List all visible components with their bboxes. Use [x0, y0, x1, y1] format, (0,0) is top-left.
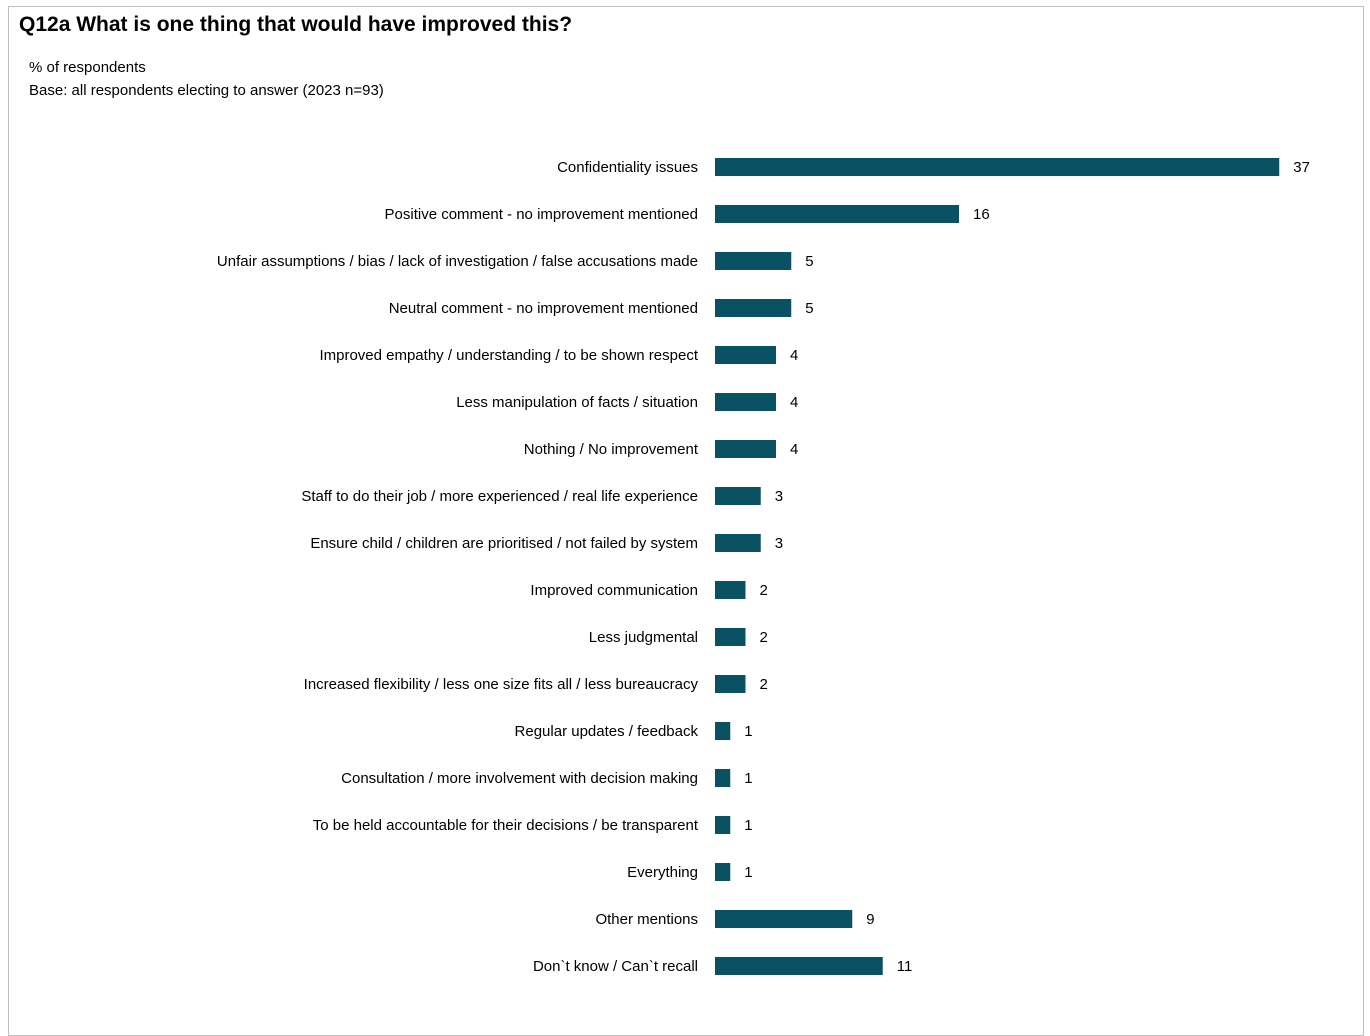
bar: [715, 487, 761, 505]
chart-subtitle-unit: % of respondents: [29, 59, 146, 76]
category-label: Ensure child / children are prioritised …: [310, 535, 698, 552]
value-label: 11: [897, 958, 913, 975]
category-label: Regular updates / feedback: [515, 723, 699, 740]
value-label: 5: [805, 300, 813, 317]
bar: [715, 910, 853, 928]
value-label: 1: [744, 723, 752, 740]
value-label: 1: [744, 864, 752, 881]
value-label: 2: [760, 582, 768, 599]
value-label: 4: [790, 441, 798, 458]
value-label: 1: [744, 770, 752, 787]
value-label: 4: [790, 347, 798, 364]
value-label: 9: [866, 911, 874, 928]
category-label: Positive comment - no improvement mentio…: [385, 206, 698, 223]
bar: [715, 675, 746, 693]
category-label: Other mentions: [595, 911, 698, 928]
bar: [715, 863, 731, 881]
bar: [715, 205, 959, 223]
bar: [715, 252, 792, 270]
category-label: Staff to do their job / more experienced…: [301, 488, 698, 505]
bar: [715, 534, 761, 552]
bar: [715, 346, 776, 364]
value-label: 4: [790, 394, 798, 411]
chart-subtitle-base: Base: all respondents electing to answer…: [29, 82, 384, 99]
category-label: Less manipulation of facts / situation: [456, 394, 698, 411]
bar: [715, 393, 776, 411]
category-label: Less judgmental: [589, 629, 698, 646]
category-label: Confidentiality issues: [557, 159, 698, 176]
category-label: Nothing / No improvement: [524, 441, 699, 458]
value-label: 5: [805, 253, 813, 270]
value-label: 3: [775, 535, 783, 552]
chart-title: Q12a What is one thing that would have i…: [19, 13, 573, 36]
category-label: Don`t know / Can`t recall: [533, 958, 698, 975]
bar: [715, 158, 1280, 176]
category-label: Consultation / more involvement with dec…: [341, 770, 698, 787]
category-label: Everything: [627, 864, 698, 881]
value-label: 2: [760, 629, 768, 646]
category-label: To be held accountable for their decisio…: [313, 817, 699, 834]
bar: [715, 628, 746, 646]
value-label: 37: [1293, 159, 1310, 176]
value-label: 16: [973, 206, 990, 223]
category-label: Increased flexibility / less one size fi…: [304, 676, 699, 693]
bar: [715, 299, 792, 317]
bar: [715, 581, 746, 599]
value-label: 1: [744, 817, 752, 834]
category-label: Unfair assumptions / bias / lack of inve…: [217, 253, 698, 270]
bar: [715, 769, 731, 787]
bar: [715, 722, 731, 740]
value-label: 2: [760, 676, 768, 693]
category-label: Neutral comment - no improvement mention…: [389, 300, 698, 317]
category-label: Improved empathy / understanding / to be…: [319, 347, 698, 364]
bar: [715, 440, 776, 458]
value-label: 3: [775, 488, 783, 505]
bar: [715, 957, 883, 975]
bar: [715, 816, 731, 834]
category-label: Improved communication: [530, 582, 698, 599]
